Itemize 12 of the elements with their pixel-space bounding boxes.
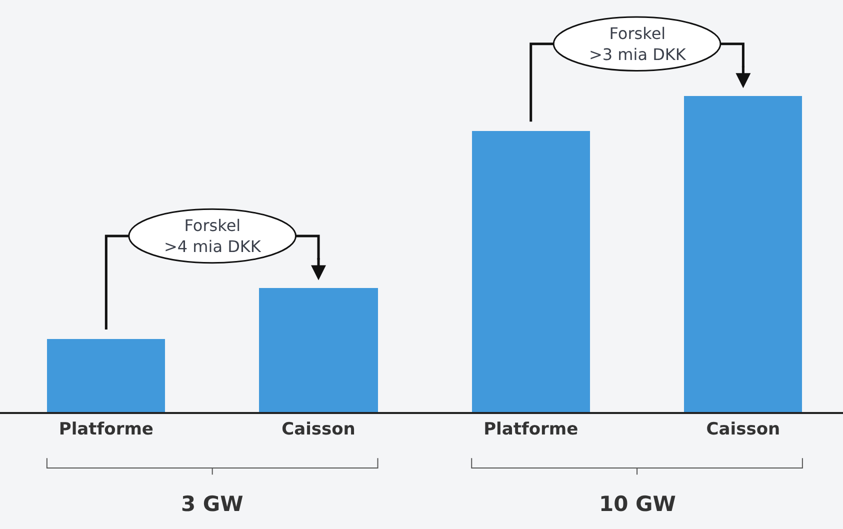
bar [684, 96, 802, 412]
x-tick-label: Platforme [58, 419, 154, 440]
bar [47, 339, 165, 412]
bar [472, 131, 590, 412]
text: 10 GW [599, 492, 676, 516]
x-tick-label: Platforme [484, 419, 578, 440]
x-tick-label: Caisson [282, 419, 356, 440]
x-tick-label: Caisson [706, 419, 780, 440]
text: Forskel >3 mia DKK [589, 24, 686, 64]
annotation: Forskel >4 mia DKK [164, 216, 262, 256]
text: 3 GW [181, 492, 244, 516]
bar [259, 288, 378, 412]
